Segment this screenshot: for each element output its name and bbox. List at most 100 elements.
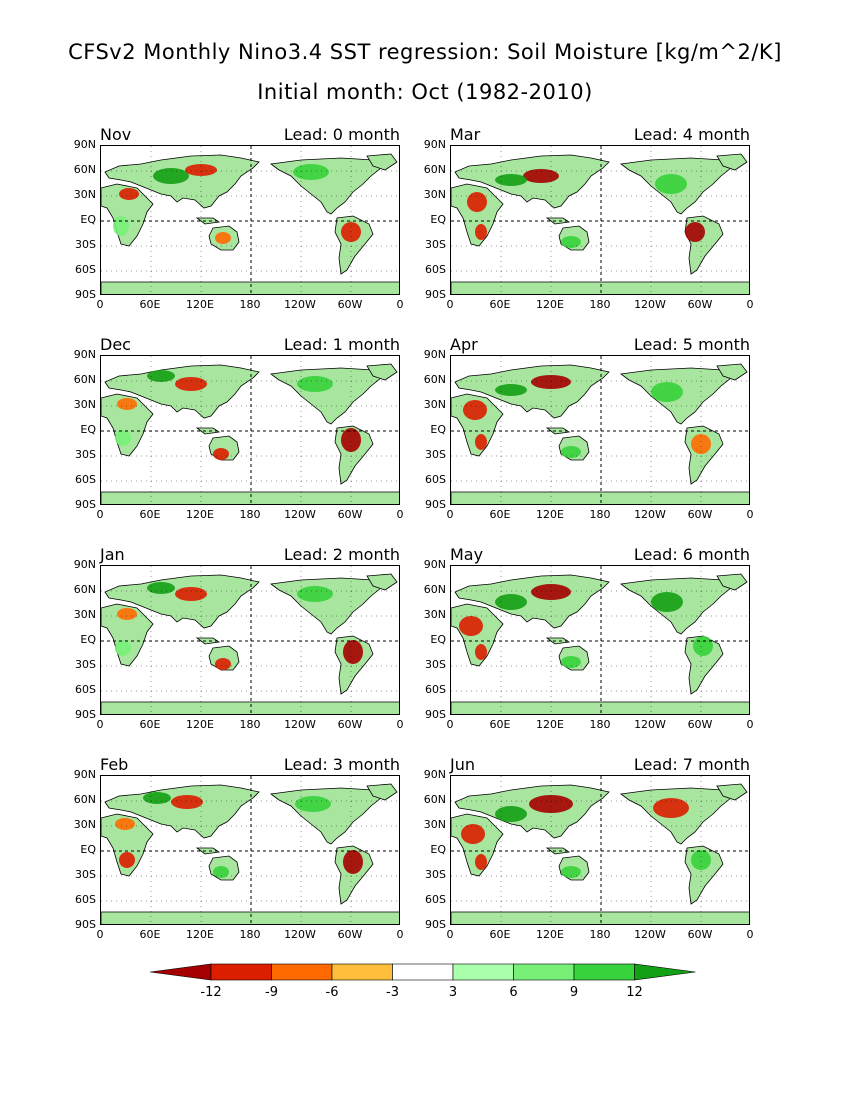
longitude-label: 120W (284, 298, 316, 311)
anomaly-region (691, 850, 711, 870)
latitude-label: 30S (75, 658, 96, 671)
latitude-label: 60S (75, 263, 96, 276)
latitude-label: 60N (423, 793, 446, 806)
latitude-label: 90N (73, 558, 96, 571)
latitude-label: 90S (425, 498, 446, 511)
map-panel: Mar Lead: 4 month 90N 60N 30N EQ 30S 60S 90S 0 60E… (410, 125, 770, 335)
landmass (366, 363, 398, 381)
anomaly-region (467, 192, 487, 212)
landmass (101, 281, 399, 294)
anomaly-region (655, 174, 687, 194)
latitude-label: 60S (425, 473, 446, 486)
anomaly-region (475, 434, 487, 450)
landmass (366, 783, 398, 801)
anomaly-region (115, 818, 135, 830)
anomaly-region (341, 428, 361, 452)
anomaly-region (651, 592, 683, 612)
anomaly-region (171, 795, 203, 809)
map-panel: Dec Lead: 1 month 90N 60N 30N EQ 30S 60S 90S 0 60E… (60, 335, 420, 545)
landmass (451, 491, 749, 504)
latitude-label: 60S (75, 893, 96, 906)
latitude-label: 90N (73, 348, 96, 361)
colorbar-segment (331, 963, 393, 981)
latitude-label: 30S (75, 238, 96, 251)
longitude-label: 0 (746, 928, 754, 941)
longitude-label: 120W (634, 508, 666, 521)
anomaly-region (475, 224, 487, 240)
latitude-label: 90S (425, 918, 446, 931)
panel-month-label: Nov (100, 125, 132, 144)
landmass (269, 367, 382, 425)
longitude-label: 0 (746, 508, 754, 521)
longitude-label: 60W (687, 508, 713, 521)
landmass (451, 701, 749, 714)
latitude-label: 60N (73, 793, 96, 806)
anomaly-region (215, 232, 231, 244)
landmass (195, 637, 221, 645)
anomaly-region (653, 798, 689, 818)
world-map (450, 565, 750, 715)
latitude-label: 60S (425, 683, 446, 696)
anomaly-region (495, 384, 527, 396)
panel-lead-label: Lead: 3 month (283, 755, 400, 774)
colorbar-segment (573, 963, 635, 981)
longitude-label: 0 (96, 718, 104, 731)
colorbar-tick-label: -9 (265, 985, 278, 1000)
anomaly-region (343, 850, 363, 874)
anomaly-region (343, 640, 363, 664)
colorbar-segment (210, 963, 272, 981)
landmass (101, 393, 154, 457)
latitude-label: 30N (423, 818, 446, 831)
latitude-label: 60N (423, 163, 446, 176)
landmass (545, 637, 571, 645)
landmass (451, 911, 749, 924)
anomaly-region (297, 586, 333, 602)
landmass (716, 153, 748, 171)
longitude-label: 120W (634, 718, 666, 731)
longitude-label: 120W (284, 508, 316, 521)
landmass (104, 364, 260, 419)
longitude-label: 60E (489, 508, 511, 521)
panel-month-label: Feb (100, 755, 129, 774)
anomaly-region (495, 174, 527, 186)
landmass (451, 183, 504, 247)
longitude-label: 0 (446, 718, 454, 731)
anomaly-region (461, 824, 485, 844)
latitude-label: 90N (73, 768, 96, 781)
latitude-label: 30S (75, 868, 96, 881)
longitude-label: 60E (139, 928, 161, 941)
anomaly-region (297, 376, 333, 392)
longitude-label: 120E (186, 718, 214, 731)
world-map (450, 355, 750, 505)
longitude-label: 0 (96, 508, 104, 521)
longitude-label: 60E (489, 718, 511, 731)
colorbar-segment (513, 963, 575, 981)
world-map (100, 565, 400, 715)
anomaly-region (685, 222, 705, 242)
landmass (101, 701, 399, 714)
colorbar-segment (392, 963, 454, 981)
longitude-label: 60E (139, 508, 161, 521)
landmass (451, 281, 749, 294)
anomaly-region (523, 169, 559, 183)
panel-month-label: Mar (450, 125, 481, 144)
anomaly-region (213, 866, 229, 878)
anomaly-region (113, 216, 129, 236)
world-map (100, 775, 400, 925)
latitude-label: 30N (73, 188, 96, 201)
anomaly-region (561, 236, 581, 248)
anomaly-region (115, 640, 131, 656)
longitude-label: 0 (746, 298, 754, 311)
latitude-label: 90N (423, 558, 446, 571)
latitude-label: EQ (80, 423, 96, 436)
map-panel: Jun Lead: 7 month 90N 60N 30N EQ 30S 60S 90S 0 60E… (410, 755, 770, 965)
anomaly-region (495, 594, 527, 610)
longitude-label: 0 (446, 508, 454, 521)
latitude-label: 90S (75, 918, 96, 931)
latitude-label: 30S (425, 658, 446, 671)
longitude-label: 180 (239, 928, 261, 941)
longitude-label: 0 (396, 928, 404, 941)
landmass (195, 217, 221, 225)
longitude-label: 180 (589, 718, 611, 731)
anomaly-region (693, 636, 713, 656)
